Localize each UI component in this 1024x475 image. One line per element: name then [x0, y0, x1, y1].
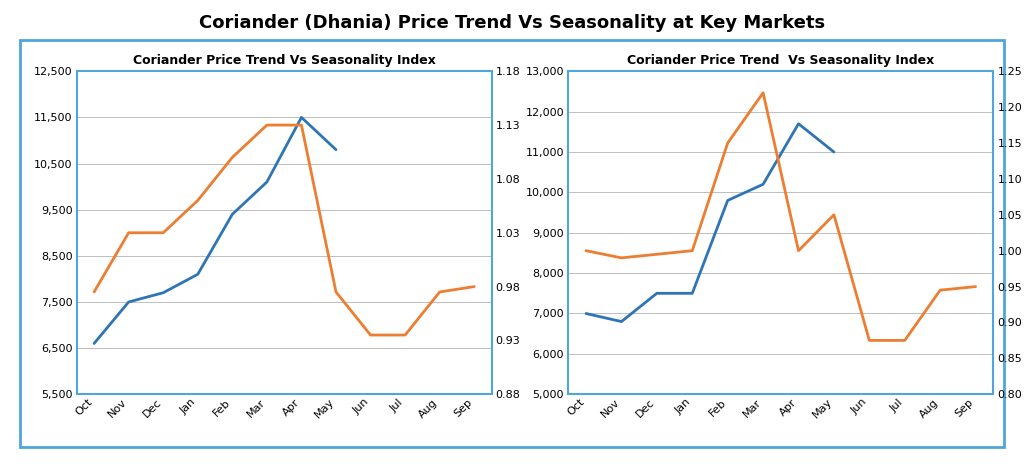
Title: Coriander Price Trend Vs Seasonality Index: Coriander Price Trend Vs Seasonality Ind… — [133, 54, 435, 67]
Title: Coriander Price Trend  Vs Seasonality Index: Coriander Price Trend Vs Seasonality Ind… — [627, 54, 935, 67]
Text: Coriander (Dhania) Price Trend Vs Seasonality at Key Markets: Coriander (Dhania) Price Trend Vs Season… — [199, 14, 825, 32]
